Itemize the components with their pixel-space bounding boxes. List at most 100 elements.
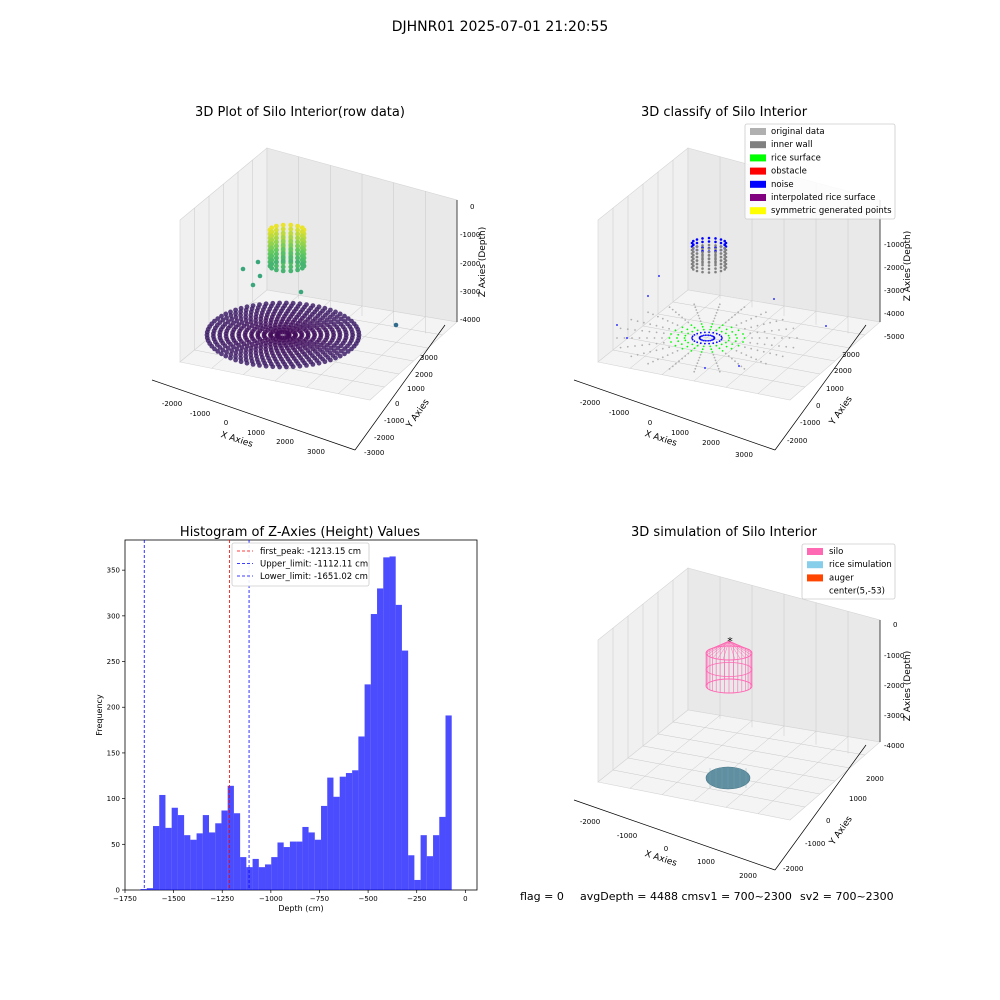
classify-data-point [720,330,723,333]
classify-wall-point [692,268,695,271]
classify-data-point [709,328,712,331]
classify-data-point [727,319,730,321]
classify-ztick: -1000 [884,241,904,249]
classify-data-point [718,347,721,350]
classify-data-point [694,306,697,309]
raw-wall-point [269,253,275,259]
histogram-legend-label: Lower_limit: -1651.02 cm [260,572,368,582]
histogram-x-tick-label: −750 [310,895,329,903]
classify-data-point [699,335,702,338]
classify-data-point [704,342,706,345]
classify-wall-point [695,252,699,255]
raw-data-point [342,346,348,351]
classify-wall-point [695,248,699,252]
sim-ztick: -3000 [884,712,904,720]
classify-data-point [661,337,663,339]
classify-data-point [731,343,734,345]
raw-wall-point [280,222,286,228]
histogram-y-tick-label: 0 [116,887,120,895]
classify-data-point [788,337,791,339]
histogram-y-tick-label: 150 [107,749,120,757]
raw-wall-point [288,254,294,260]
classify-wall-point [692,264,695,267]
raw-wall-point [274,247,279,253]
classify-data-point [678,360,680,363]
classify-wall-point [690,266,694,269]
raw-wall-point [280,258,286,264]
classify-data-point [750,317,753,320]
classify-data-point [701,348,704,351]
histogram-bar [196,833,203,890]
classify-data-point [699,331,702,334]
raw-wall-point [288,234,294,240]
raw-data-point [224,349,230,355]
raw-data-point [228,355,233,361]
raw-data-point [356,329,362,335]
sim-xtick: 0 [664,845,668,853]
classify-data-point [708,331,710,334]
classify-wall-point [692,260,695,264]
classify-data-point [708,342,710,345]
histogram-bar [296,841,303,890]
sim-ztick: -2000 [884,682,904,690]
classify-data-point [792,327,795,330]
classify-data-point [758,337,761,339]
histogram-bar [153,826,160,890]
raw-xtick: 0 [224,419,228,427]
sim-xtick: -1000 [617,832,637,840]
histogram-bar [314,839,322,890]
histogram-bar [426,856,434,890]
raw-data-point [220,317,226,323]
classify-legend-swatch [750,141,766,149]
classify-wall-point [714,261,717,265]
histogram-bar [370,614,378,890]
classify-wall-point [692,246,695,250]
classify-data-point [691,337,693,339]
raw-data-point [228,352,234,357]
sim-ztick: 0 [893,621,897,629]
raw-data-point [284,300,289,306]
classify-data-point [696,344,699,347]
raw-data-point [284,364,289,370]
classify-data-point [770,344,773,347]
raw-data-point [234,346,240,352]
silo-roof-line [728,640,746,659]
classify-data-point [652,360,654,363]
raw-data-point [238,359,244,365]
classify-data-point [696,332,699,335]
histogram-bar [321,805,328,890]
histogram-bar [159,794,166,890]
footer-avg-depth: avgDepth = 4488 cmsv1 = 700~2300 [580,890,792,903]
sim-x-label: X Axies [643,849,678,869]
histogram-x-tick-label: −250 [407,895,426,903]
sim-ytick: 1000 [849,795,867,803]
histogram-bar [389,556,396,890]
classify-data-point [662,332,665,335]
classify-data-point [713,356,716,359]
classify-wall-point [723,250,726,253]
raw-data-point [328,307,333,313]
raw-ytick: 2000 [415,371,433,379]
raw-wall-point [280,254,286,260]
classify-data-point [730,347,733,350]
raw-wall-point [269,261,275,267]
classify-data-point [662,341,665,344]
simulation-legend-swatch [807,548,823,555]
classify-wall-point [714,240,717,244]
raw-outlier-point [240,266,246,272]
classify-data-point [676,337,678,339]
raw-data-point [345,349,351,354]
classify-data-point [781,318,784,321]
silo-roof-line [706,640,730,656]
classify-wall-point [701,258,704,261]
raw-data-point [233,314,239,320]
classify-data-point [781,337,783,339]
histogram-x-tick-label: −1000 [259,895,283,903]
classify-wall-point [714,247,717,251]
classify-data-point [781,355,784,358]
classify-wall-point [723,260,726,264]
raw-data-point [233,311,239,316]
raw-wall-point [295,259,300,265]
raw-data-point [219,313,224,319]
raw-data-point [270,364,276,370]
